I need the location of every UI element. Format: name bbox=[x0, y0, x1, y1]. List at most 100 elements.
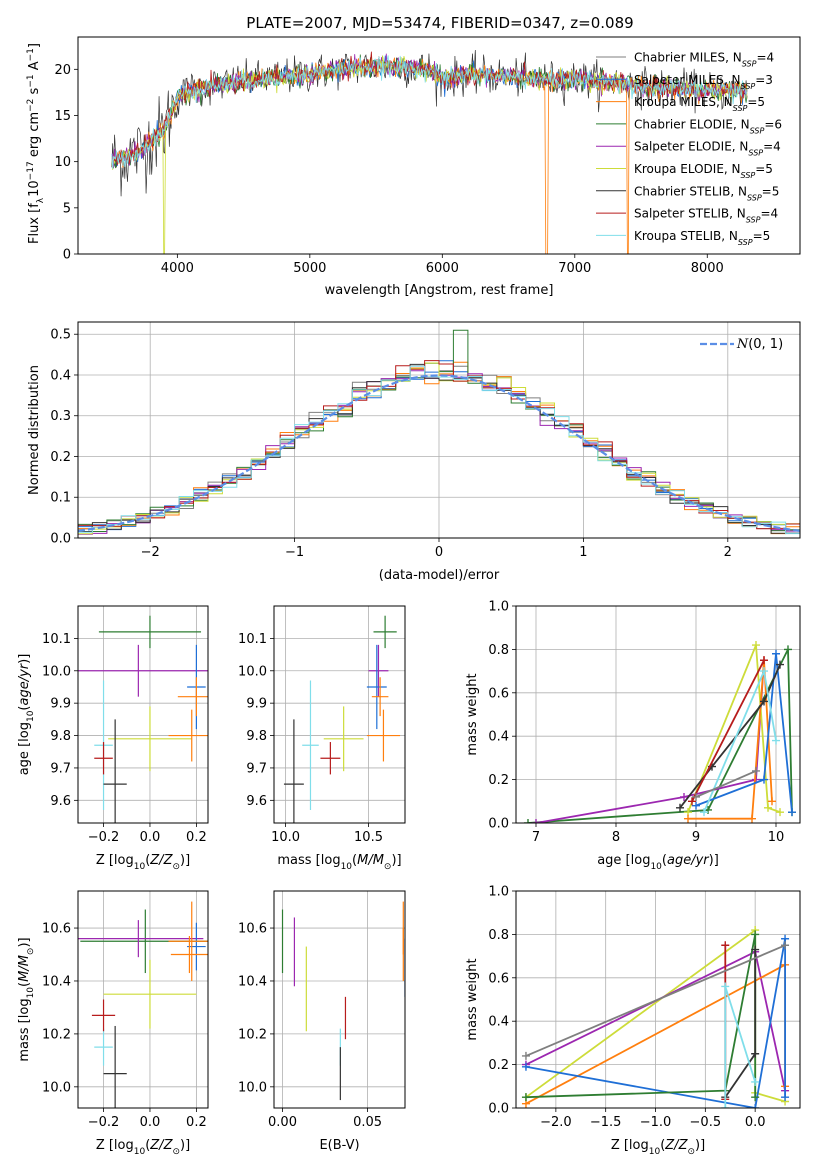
weight-line bbox=[691, 659, 765, 802]
y-tick-label: 10.1 bbox=[238, 632, 267, 647]
x-tick-label: 5000 bbox=[293, 261, 326, 276]
plus-marker bbox=[768, 797, 776, 806]
y-axis-label: Flux [fλ10−17 erg cm−2 s−1 A−1] bbox=[26, 43, 46, 244]
plus-marker bbox=[524, 819, 532, 823]
y-tick-label: 10.6 bbox=[238, 922, 267, 937]
plus-marker bbox=[760, 775, 768, 784]
y-tick-label: 10.0 bbox=[238, 664, 267, 679]
y-tick-label: 10.2 bbox=[42, 1027, 71, 1042]
x-tick-label: −1 bbox=[285, 545, 304, 560]
weight-line bbox=[695, 653, 793, 813]
y-tick-label: 0.6 bbox=[488, 686, 509, 701]
plus-marker bbox=[532, 819, 540, 823]
y-tick-label: 10.0 bbox=[42, 664, 71, 679]
plus-marker bbox=[772, 736, 780, 745]
plus-marker bbox=[688, 797, 696, 806]
plus-marker bbox=[752, 641, 760, 650]
plus-marker bbox=[781, 1093, 790, 1102]
y-tick-label: 20 bbox=[54, 63, 71, 78]
axes-frame bbox=[515, 605, 801, 824]
spectrum-plot: 4000 5000 6000 7000 8000 0 5 10 15 20 wavelength [… bbox=[26, 36, 801, 298]
spectrum-line bbox=[111, 55, 748, 169]
x-tick-label: 10 bbox=[768, 830, 785, 845]
x-tick-label: 10.5 bbox=[354, 830, 383, 845]
y-tick-label: 0.1 bbox=[50, 491, 71, 506]
plus-marker bbox=[772, 649, 780, 658]
y-axis-label: age [log10(age/yr)] bbox=[17, 654, 36, 776]
x-axis-label: mass [log10(M/M⊙)] bbox=[277, 853, 401, 872]
y-tick-label: 9.8 bbox=[246, 729, 267, 744]
y-tick-label: 0.2 bbox=[488, 773, 509, 788]
y-axis-label: mass [log10(M/M⊙)] bbox=[17, 937, 36, 1061]
legend-entry: Salpeter ELODIE, NSSP=4 bbox=[634, 140, 781, 158]
plus-marker bbox=[700, 808, 708, 817]
plus-marker bbox=[751, 930, 760, 939]
y-tick-label: 10.4 bbox=[42, 974, 71, 989]
plus-marker bbox=[760, 697, 768, 706]
plus-marker bbox=[721, 1104, 730, 1108]
plus-marker bbox=[788, 808, 796, 817]
y-tick-label: 10.6 bbox=[42, 922, 71, 937]
age-vs-metallicity-plot: −0.2 0.0 0.2 9.6 9.7 9.8 9.9 10.0 10.1 Z [log10(Z… bbox=[17, 605, 209, 872]
weight-line bbox=[695, 770, 757, 798]
plus-marker bbox=[692, 792, 700, 801]
y-tick-label: 10.1 bbox=[42, 632, 71, 647]
plus-marker bbox=[776, 808, 784, 817]
y-tick-label: 10 bbox=[54, 155, 71, 170]
x-tick-label: 0.00 bbox=[268, 1115, 297, 1130]
x-tick-label: 0.2 bbox=[186, 830, 207, 845]
x-tick-label: 0 bbox=[435, 545, 443, 560]
plus-marker bbox=[752, 766, 760, 775]
x-tick-label: 2 bbox=[724, 545, 732, 560]
y-tick-label: 10.0 bbox=[42, 1080, 71, 1095]
figure-title: PLATE=2007, MJD=53474, FIBERID=0347, z=0… bbox=[246, 14, 633, 32]
x-tick-label: −2 bbox=[141, 545, 160, 560]
y-tick-label: 0.8 bbox=[488, 928, 509, 943]
x-tick-label: 0.2 bbox=[186, 1115, 207, 1130]
axes-frame bbox=[515, 890, 801, 1109]
axes-frame bbox=[77, 605, 209, 824]
y-tick-label: 0.3 bbox=[50, 409, 71, 424]
y-tick-label: 15 bbox=[54, 109, 71, 124]
plus-marker bbox=[751, 945, 760, 954]
x-tick-label: 10.0 bbox=[271, 830, 300, 845]
plus-marker bbox=[676, 803, 684, 812]
plus-marker bbox=[784, 645, 792, 654]
y-axis-label: mass weight bbox=[465, 958, 480, 1040]
plus-marker bbox=[684, 814, 692, 823]
legend-entry: Salpeter MILES, NSSP=3 bbox=[634, 73, 773, 91]
weight-line bbox=[724, 949, 757, 1098]
y-tick-label: 0.8 bbox=[488, 643, 509, 658]
x-axis-label: (data-model)/error bbox=[379, 568, 500, 583]
x-tick-label: 8000 bbox=[691, 261, 724, 276]
y-tick-label: 9.7 bbox=[50, 761, 71, 776]
legend-entry: Salpeter STELIB, NSSP=4 bbox=[634, 207, 778, 225]
plus-marker bbox=[521, 1062, 530, 1071]
axes-frame bbox=[273, 605, 406, 824]
legend-entry: Chabrier ELODIE, NSSP=6 bbox=[634, 117, 782, 135]
x-axis-label: wavelength [Angstrom, rest frame] bbox=[325, 283, 554, 298]
x-tick-label: −0.2 bbox=[88, 1115, 120, 1130]
y-tick-label: 0.0 bbox=[488, 1102, 509, 1117]
x-tick-label: 0.05 bbox=[353, 1115, 382, 1130]
x-tick-label: −2.0 bbox=[540, 1115, 572, 1130]
y-tick-label: 9.6 bbox=[50, 794, 71, 809]
plus-marker bbox=[521, 1051, 530, 1060]
x-tick-label: 7000 bbox=[558, 261, 591, 276]
y-tick-label: 10.2 bbox=[238, 1027, 267, 1042]
weight-line bbox=[535, 660, 765, 823]
plus-marker bbox=[680, 792, 688, 801]
y-axis-label: mass weight bbox=[465, 673, 480, 755]
x-tick-label: −0.5 bbox=[690, 1115, 722, 1130]
weight-vs-age-plot: 7 8 9 10 0.0 0.2 0.4 0.6 0.8 1.0 age [log10(age/yr… bbox=[465, 600, 801, 872]
plus-marker bbox=[721, 941, 730, 950]
legend-entry: Kroupa ELODIE, NSSP=5 bbox=[634, 162, 773, 180]
x-tick-label: −0.2 bbox=[88, 830, 120, 845]
y-tick-label: 5 bbox=[63, 201, 71, 216]
plus-marker bbox=[751, 1104, 760, 1108]
weight-line bbox=[687, 644, 781, 813]
x-tick-label: 0.0 bbox=[745, 1115, 766, 1130]
x-tick-label: 8 bbox=[612, 830, 620, 845]
y-tick-label: 0 bbox=[63, 248, 71, 263]
legend-entry: Chabrier STELIB, NSSP=5 bbox=[634, 184, 779, 202]
